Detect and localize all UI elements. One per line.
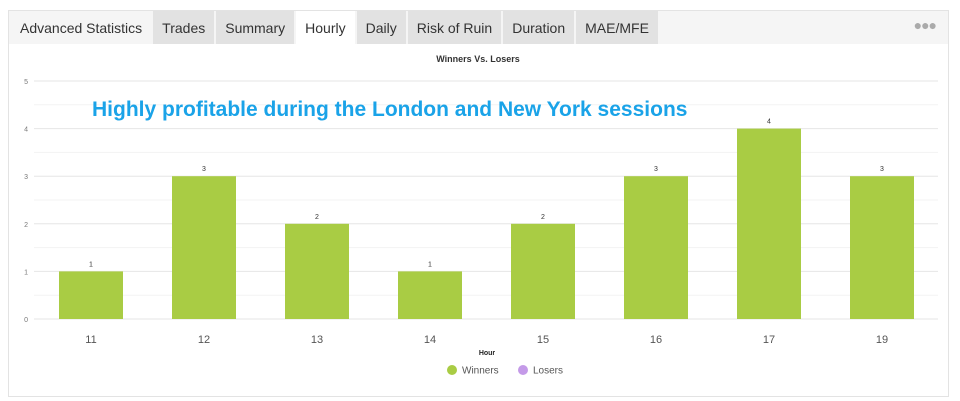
tab-bar: Advanced Statistics Trades Summary Hourl… xyxy=(9,11,948,44)
x-tick-label: 16 xyxy=(650,334,662,346)
x-tick-label: 17 xyxy=(763,334,775,346)
bar-winners-17 xyxy=(737,128,801,319)
x-tick-label: 15 xyxy=(537,334,549,346)
tab-daily[interactable]: Daily xyxy=(356,11,406,44)
legend-losers-label: Losers xyxy=(533,366,563,377)
x-axis-label: Hour xyxy=(479,350,496,357)
data-label: 1 xyxy=(428,261,432,268)
tab-mae-mfe[interactable]: MAE/MFE xyxy=(576,11,658,44)
data-label: 3 xyxy=(654,166,658,173)
x-tick-label: 13 xyxy=(311,334,323,346)
data-label: 2 xyxy=(541,214,545,221)
tab-risk-of-ruin[interactable]: Risk of Ruin xyxy=(407,11,502,44)
legend-winners-label: Winners xyxy=(462,366,499,377)
legend-winners-icon xyxy=(447,365,457,375)
x-tick-label: 12 xyxy=(198,334,210,346)
x-tick-label: 14 xyxy=(424,334,436,346)
tab-trades[interactable]: Trades xyxy=(153,11,215,44)
bar-winners-13 xyxy=(285,223,349,319)
data-label: 4 xyxy=(767,119,771,126)
ellipsis-icon[interactable]: ●●● xyxy=(913,17,937,33)
y-tick-label: 1 xyxy=(24,269,28,276)
bar-winners-11 xyxy=(59,271,123,319)
y-tick-label: 4 xyxy=(24,127,28,134)
data-label: 2 xyxy=(315,214,319,221)
bar-winners-19 xyxy=(850,176,914,319)
x-tick-label: 19 xyxy=(876,334,888,346)
bar-winners-16 xyxy=(624,176,688,319)
bar-winners-12 xyxy=(172,176,236,319)
annotation-text: Highly profitable during the London and … xyxy=(92,98,688,121)
data-label: 1 xyxy=(89,261,93,268)
tab-duration[interactable]: Duration xyxy=(503,11,575,44)
bar-winners-14 xyxy=(398,271,462,319)
x-tick-label: 11 xyxy=(85,334,96,346)
y-tick-label: 5 xyxy=(24,79,28,86)
bar-winners-15 xyxy=(511,223,575,319)
y-tick-label: 0 xyxy=(24,317,28,324)
data-label: 3 xyxy=(880,166,884,173)
tab-advanced-statistics[interactable]: Advanced Statistics xyxy=(20,19,143,36)
y-tick-label: 3 xyxy=(24,174,28,181)
legend-losers-icon xyxy=(518,365,528,375)
tab-hourly[interactable]: Hourly xyxy=(296,11,355,44)
tab-summary[interactable]: Summary xyxy=(216,11,295,44)
chart-title: Winners Vs. Losers xyxy=(436,54,519,64)
data-label: 3 xyxy=(202,166,206,173)
y-tick-label: 2 xyxy=(24,222,28,229)
